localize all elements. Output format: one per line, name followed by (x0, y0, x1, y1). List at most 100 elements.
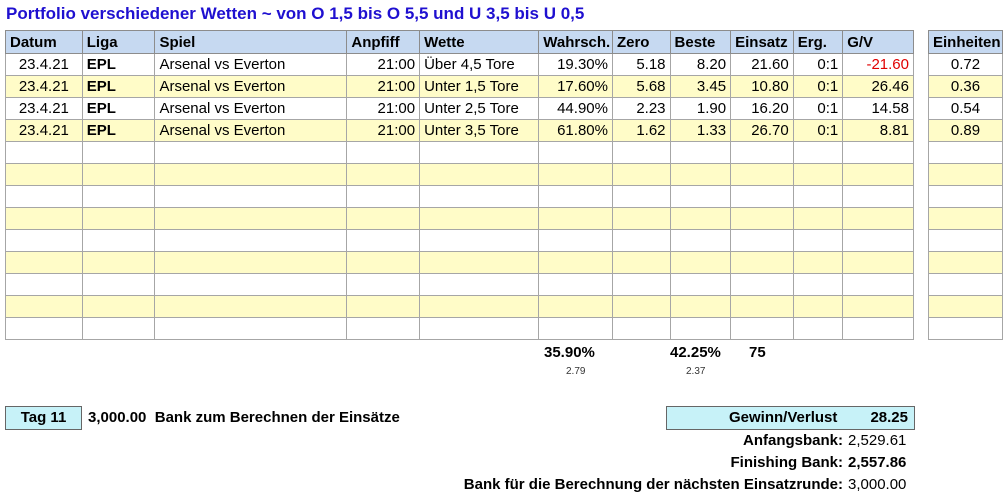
empty-cell[interactable] (792, 207, 844, 230)
empty-cell[interactable] (928, 141, 1003, 164)
cell-wahrsch[interactable]: 19.30% (538, 53, 613, 76)
bank-amount[interactable]: 3,000.00 (88, 409, 147, 426)
cell-einheiten[interactable]: 0.54 (928, 97, 1003, 120)
cell-zero[interactable]: 5.68 (611, 75, 671, 98)
empty-cell[interactable] (669, 317, 732, 340)
empty-cell[interactable] (928, 251, 1003, 274)
cell-einheiten[interactable]: 0.36 (928, 75, 1003, 98)
cell-liga[interactable]: EPL (81, 119, 156, 142)
cell-spiel[interactable]: Arsenal vs Everton (154, 75, 348, 98)
empty-cell[interactable] (730, 251, 794, 274)
empty-cell[interactable] (154, 251, 348, 274)
cell-zero[interactable]: 5.18 (611, 53, 671, 76)
empty-cell[interactable] (669, 207, 732, 230)
empty-cell[interactable] (792, 141, 844, 164)
empty-cell[interactable] (792, 273, 844, 296)
empty-cell[interactable] (538, 317, 613, 340)
cell-wahrsch[interactable]: 44.90% (538, 97, 613, 120)
cell-liga[interactable]: EPL (81, 53, 156, 76)
cell-beste[interactable]: 1.33 (669, 119, 732, 142)
empty-cell[interactable] (154, 317, 348, 340)
empty-cell[interactable] (154, 163, 348, 186)
empty-cell[interactable] (928, 317, 1003, 340)
cell-datum[interactable]: 23.4.21 (5, 53, 83, 76)
cell-einsatz[interactable]: 26.70 (730, 119, 794, 142)
empty-cell[interactable] (730, 163, 794, 186)
empty-cell[interactable] (81, 273, 156, 296)
cell-beste[interactable]: 1.90 (669, 97, 732, 120)
empty-cell[interactable] (669, 251, 732, 274)
col-header-einheiten[interactable]: Einheiten (928, 30, 1003, 54)
empty-cell[interactable] (842, 207, 914, 230)
empty-cell[interactable] (81, 295, 156, 318)
empty-cell[interactable] (730, 229, 794, 252)
empty-cell[interactable] (538, 251, 613, 274)
empty-cell[interactable] (611, 207, 671, 230)
empty-cell[interactable] (81, 251, 156, 274)
empty-cell[interactable] (928, 229, 1003, 252)
empty-cell[interactable] (538, 273, 613, 296)
cell-spiel[interactable]: Arsenal vs Everton (154, 119, 348, 142)
empty-cell[interactable] (346, 295, 421, 318)
cell-wette[interactable]: Unter 2,5 Tore (419, 97, 540, 120)
cell-erg[interactable]: 0:1 (792, 53, 844, 76)
col-header-einsatz[interactable]: Einsatz (730, 30, 794, 54)
empty-cell[interactable] (730, 185, 794, 208)
cell-gv[interactable]: 26.46 (842, 75, 914, 98)
cell-spiel[interactable]: Arsenal vs Everton (154, 97, 348, 120)
empty-cell[interactable] (5, 163, 83, 186)
empty-cell[interactable] (419, 317, 540, 340)
empty-cell[interactable] (346, 185, 421, 208)
empty-cell[interactable] (154, 207, 348, 230)
cell-erg[interactable]: 0:1 (792, 119, 844, 142)
empty-cell[interactable] (611, 251, 671, 274)
empty-cell[interactable] (669, 163, 732, 186)
empty-cell[interactable] (81, 163, 156, 186)
cell-anpfiff[interactable]: 21:00 (346, 75, 421, 98)
empty-cell[interactable] (419, 141, 540, 164)
empty-cell[interactable] (730, 141, 794, 164)
empty-cell[interactable] (669, 141, 732, 164)
cell-zero[interactable]: 2.23 (611, 97, 671, 120)
empty-cell[interactable] (419, 207, 540, 230)
cell-einheiten[interactable]: 0.89 (928, 119, 1003, 142)
empty-cell[interactable] (792, 295, 844, 318)
cell-wette[interactable]: Unter 3,5 Tore (419, 119, 540, 142)
empty-cell[interactable] (154, 273, 348, 296)
empty-cell[interactable] (842, 273, 914, 296)
empty-cell[interactable] (538, 185, 613, 208)
empty-cell[interactable] (928, 273, 1003, 296)
empty-cell[interactable] (81, 207, 156, 230)
empty-cell[interactable] (154, 141, 348, 164)
cell-wahrsch[interactable]: 17.60% (538, 75, 613, 98)
finishing-bank-value[interactable]: 2,557.86 (848, 454, 907, 471)
empty-cell[interactable] (538, 141, 613, 164)
empty-cell[interactable] (5, 273, 83, 296)
empty-cell[interactable] (81, 317, 156, 340)
cell-wahrsch[interactable]: 61.80% (538, 119, 613, 142)
empty-cell[interactable] (730, 317, 794, 340)
empty-cell[interactable] (792, 185, 844, 208)
empty-cell[interactable] (154, 229, 348, 252)
empty-cell[interactable] (730, 207, 794, 230)
cell-einsatz[interactable]: 16.20 (730, 97, 794, 120)
empty-cell[interactable] (419, 229, 540, 252)
cell-anpfiff[interactable]: 21:00 (346, 53, 421, 76)
day-badge[interactable]: Tag 11 (5, 406, 82, 430)
empty-cell[interactable] (419, 273, 540, 296)
cell-datum[interactable]: 23.4.21 (5, 97, 83, 120)
empty-cell[interactable] (611, 295, 671, 318)
empty-cell[interactable] (346, 229, 421, 252)
cell-gv[interactable]: -21.60 (842, 53, 914, 76)
col-header-wette[interactable]: Wette (419, 30, 540, 54)
cell-erg[interactable]: 0:1 (792, 97, 844, 120)
empty-cell[interactable] (538, 207, 613, 230)
empty-cell[interactable] (842, 251, 914, 274)
empty-cell[interactable] (346, 251, 421, 274)
col-header-erg[interactable]: Erg. (792, 30, 844, 54)
profit-loss-value[interactable]: 28.25 (870, 409, 908, 426)
cell-einheiten[interactable]: 0.72 (928, 53, 1003, 76)
empty-cell[interactable] (81, 141, 156, 164)
cell-anpfiff[interactable]: 21:00 (346, 119, 421, 142)
empty-cell[interactable] (842, 229, 914, 252)
